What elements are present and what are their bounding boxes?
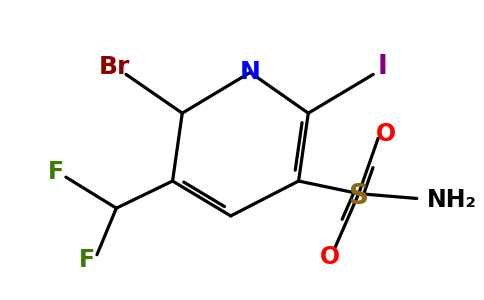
Text: N: N — [240, 60, 260, 84]
Text: F: F — [79, 248, 95, 272]
Text: Br: Br — [99, 55, 130, 79]
Text: O: O — [319, 244, 340, 268]
Text: S: S — [348, 182, 369, 210]
Text: NH₂: NH₂ — [426, 188, 476, 212]
Text: F: F — [48, 160, 64, 184]
Text: I: I — [378, 54, 388, 80]
Text: O: O — [376, 122, 396, 146]
